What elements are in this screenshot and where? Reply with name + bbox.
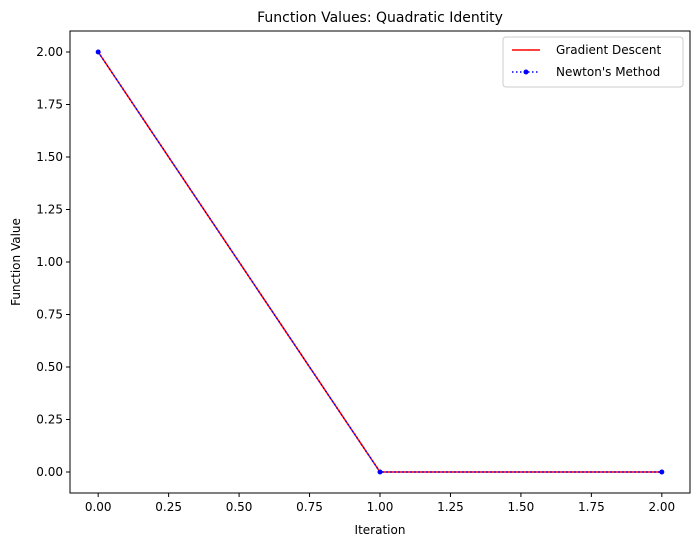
legend-label-newtons-method: Newton's Method — [556, 65, 660, 79]
y-axis-ticks: 0.00 0.25 0.50 0.75 1.00 1.25 1.50 1.75 2.00 — [36, 45, 70, 479]
legend-marker-newtons-method — [523, 69, 529, 75]
legend-label-gradient-descent: Gradient Descent — [556, 43, 662, 57]
x-axis-label: Iteration — [355, 523, 406, 537]
y-tick-label: 2.00 — [36, 45, 63, 59]
legend: Gradient Descent Newton's Method — [502, 36, 684, 88]
y-tick-label: 1.00 — [36, 255, 63, 269]
y-tick-label: 0.00 — [36, 465, 63, 479]
x-tick-label: 1.25 — [437, 500, 464, 514]
x-tick-label: 0.00 — [85, 500, 112, 514]
series-point-newton-s-method — [659, 469, 665, 475]
y-tick-label: 1.50 — [36, 150, 63, 164]
x-axis-ticks: 0.00 0.25 0.50 0.75 1.00 1.25 1.50 1.75 2.00 — [85, 493, 675, 514]
y-tick-label: 0.75 — [36, 308, 63, 322]
y-tick-label: 0.50 — [36, 360, 63, 374]
chart-title: Function Values: Quadratic Identity — [257, 10, 503, 26]
x-tick-label: 1.00 — [367, 500, 394, 514]
y-axis-label: Function Value — [9, 218, 23, 306]
plot-frame — [69, 30, 691, 494]
series-point-newton-s-method — [377, 469, 383, 475]
y-tick-label: 1.75 — [36, 98, 63, 112]
x-tick-label: 1.75 — [578, 500, 605, 514]
series-line-newton-s-method — [97, 51, 662, 473]
x-tick-label: 0.75 — [296, 500, 323, 514]
x-tick-label: 1.50 — [508, 500, 535, 514]
x-tick-label: 2.00 — [648, 500, 675, 514]
y-tick-label: 1.25 — [36, 203, 63, 217]
x-tick-label: 0.25 — [155, 500, 182, 514]
x-tick-label: 0.50 — [226, 500, 253, 514]
y-tick-label: 0.25 — [36, 413, 63, 427]
plot-series — [95, 49, 665, 475]
legend-frame — [502, 36, 684, 88]
series-point-newton-s-method — [95, 49, 101, 55]
